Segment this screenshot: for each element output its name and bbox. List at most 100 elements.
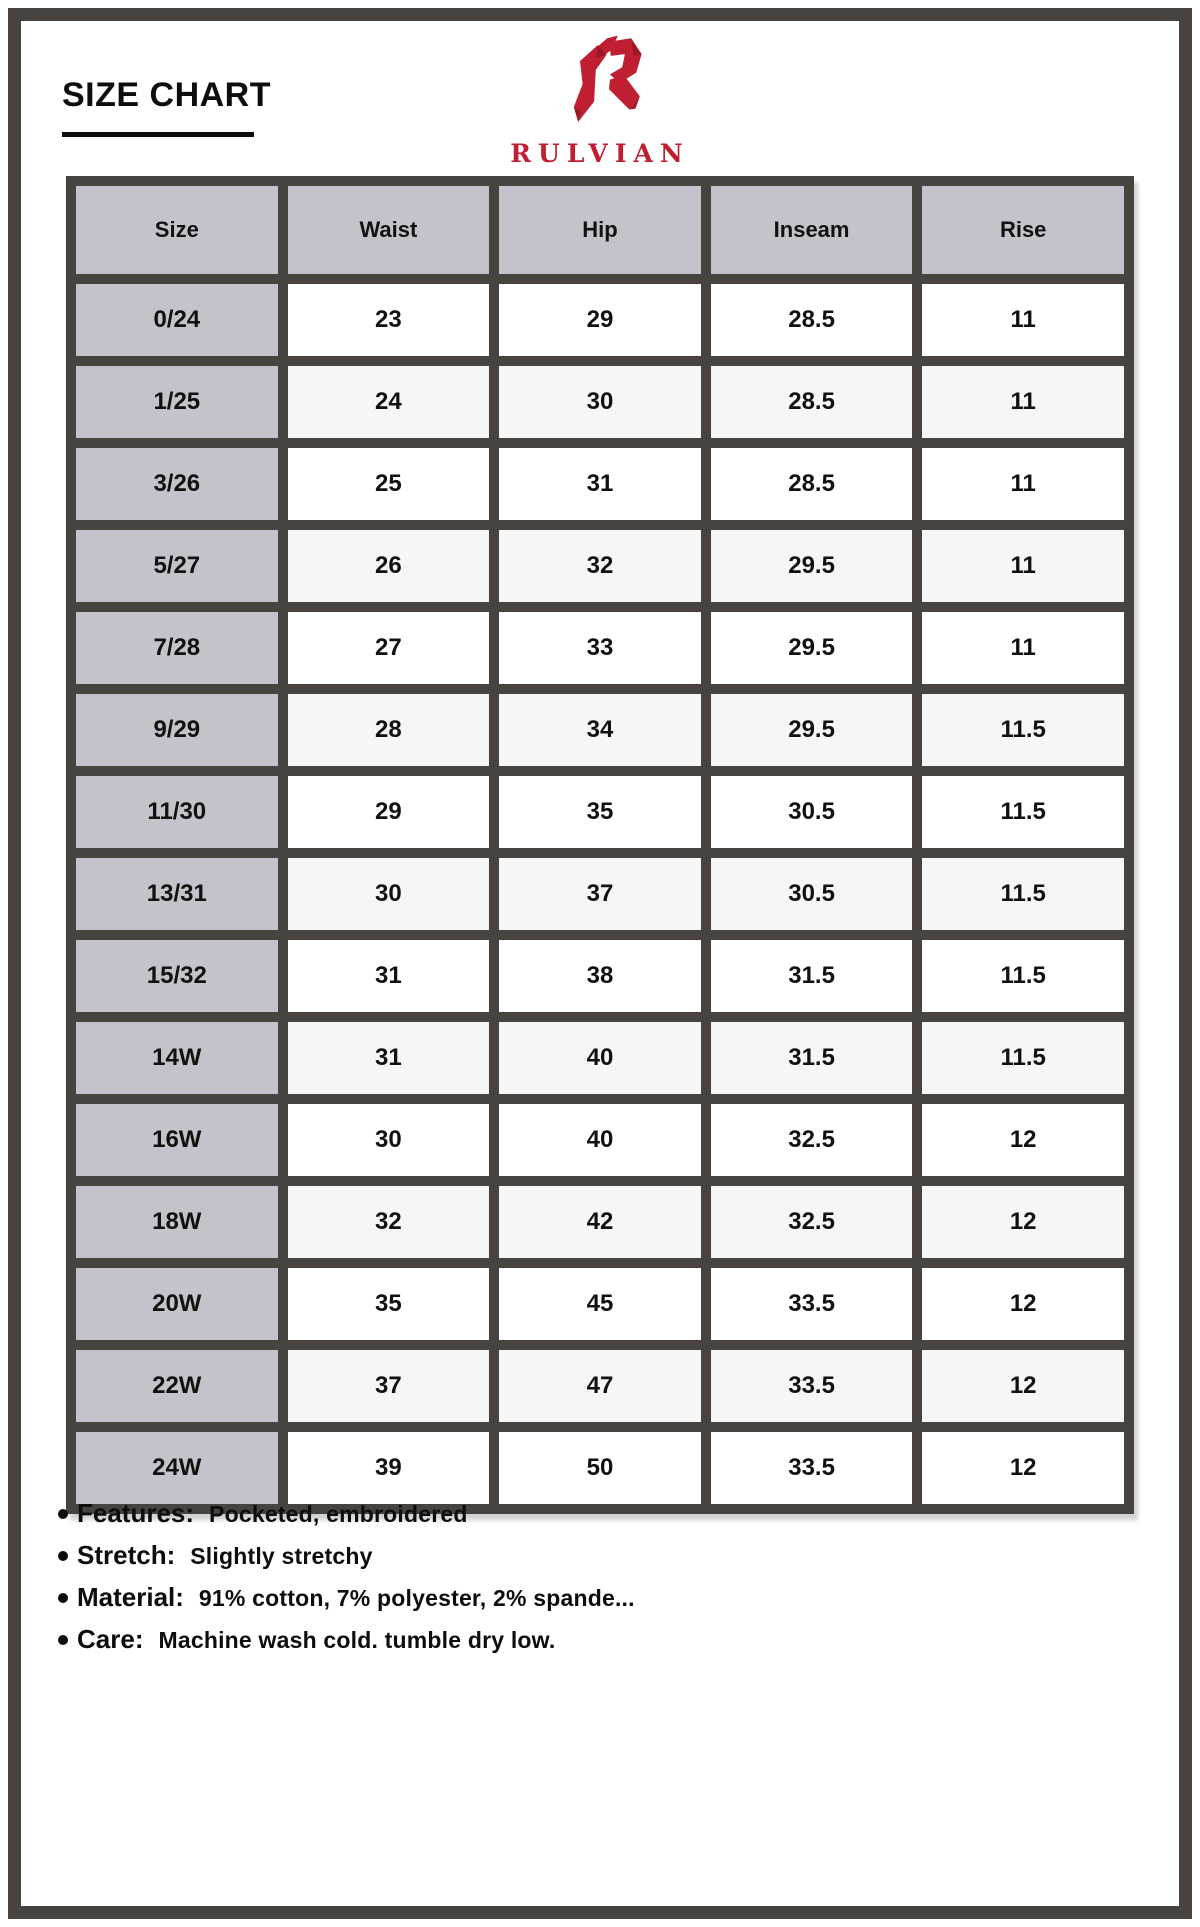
value-cell: 37 xyxy=(287,1350,490,1422)
size-cell: 16W xyxy=(76,1104,278,1176)
value-cell: 29 xyxy=(499,284,701,356)
value-cell: 12 xyxy=(922,1268,1124,1340)
value-cell: 11 xyxy=(922,284,1124,356)
table-row: 7/28 27 33 29.5 11 xyxy=(76,612,1124,684)
title-block: SIZE CHART xyxy=(62,76,271,137)
brand-wordmark: RULVIAN xyxy=(510,139,690,168)
value-cell: 30 xyxy=(287,858,490,930)
size-cell: 22W xyxy=(76,1350,278,1422)
table-row: 11/30 29 35 30.5 11.5 xyxy=(76,776,1124,848)
size-table-wrap: Size Waist Hip Inseam Rise 0/24 23 29 28.5 11 1/2… xyxy=(66,176,1134,1514)
value-cell: 27 xyxy=(287,612,490,684)
size-table: Size Waist Hip Inseam Rise 0/24 23 29 28.5 11 1/2… xyxy=(66,176,1134,1514)
column-header-waist: Waist xyxy=(287,186,490,274)
column-header-rise: Rise xyxy=(922,186,1124,274)
table-row: 3/26 25 31 28.5 11 xyxy=(76,448,1124,520)
value-cell: 39 xyxy=(287,1432,490,1504)
value-cell: 28.5 xyxy=(710,448,913,520)
value-cell: 40 xyxy=(499,1022,701,1094)
value-cell: 38 xyxy=(499,940,701,1012)
size-cell: 0/24 xyxy=(76,284,278,356)
table-row: 24W 39 50 33.5 12 xyxy=(76,1432,1124,1504)
value-cell: 29.5 xyxy=(710,530,913,602)
table-row: 16W 30 40 32.5 12 xyxy=(76,1104,1124,1176)
value-cell: 11 xyxy=(922,366,1124,438)
value-cell: 12 xyxy=(922,1186,1124,1258)
value-cell: 34 xyxy=(499,694,701,766)
detail-label: Material: xyxy=(77,1582,184,1612)
value-cell: 11 xyxy=(922,448,1124,520)
bullet-icon xyxy=(58,1550,68,1561)
value-cell: 31 xyxy=(287,940,490,1012)
column-header-hip: Hip xyxy=(499,186,701,274)
table-row: 9/29 28 34 29.5 11.5 xyxy=(76,694,1124,766)
table-row: 20W 35 45 33.5 12 xyxy=(76,1268,1124,1340)
size-cell: 11/30 xyxy=(76,776,278,848)
value-cell: 35 xyxy=(499,776,701,848)
bullet-icon xyxy=(58,1634,68,1645)
detail-value: Slightly stretchy xyxy=(190,1543,373,1569)
size-cell: 15/32 xyxy=(76,940,278,1012)
size-cell: 14W xyxy=(76,1022,278,1094)
table-row: 1/25 24 30 28.5 11 xyxy=(76,366,1124,438)
column-header-size: Size xyxy=(76,186,278,274)
angular-r-monogram-icon xyxy=(573,35,642,122)
value-cell: 11.5 xyxy=(922,694,1124,766)
detail-value: Machine wash cold. tumble dry low. xyxy=(158,1627,556,1653)
brand-logo: RULVIAN xyxy=(510,32,690,168)
value-cell: 11.5 xyxy=(922,940,1124,1012)
bullet-icon xyxy=(58,1592,68,1603)
value-cell: 33 xyxy=(499,612,701,684)
table-row: 0/24 23 29 28.5 11 xyxy=(76,284,1124,356)
value-cell: 32 xyxy=(499,530,701,602)
table-row: 18W 32 42 32.5 12 xyxy=(76,1186,1124,1258)
value-cell: 24 xyxy=(287,366,490,438)
detail-item-stretch: Stretch: Slightly stretchy xyxy=(58,1540,635,1571)
value-cell: 42 xyxy=(499,1186,701,1258)
detail-value: Pocketed, embroidered xyxy=(209,1501,468,1527)
value-cell: 47 xyxy=(499,1350,701,1422)
table-row: 15/32 31 38 31.5 11.5 xyxy=(76,940,1124,1012)
column-header-inseam: Inseam xyxy=(710,186,913,274)
value-cell: 28 xyxy=(287,694,490,766)
value-cell: 30 xyxy=(499,366,701,438)
size-cell: 18W xyxy=(76,1186,278,1258)
detail-label: Features: xyxy=(77,1498,195,1528)
table-row: 22W 37 47 33.5 12 xyxy=(76,1350,1124,1422)
value-cell: 31 xyxy=(499,448,701,520)
bullet-icon xyxy=(58,1508,68,1519)
size-table-header: Size Waist Hip Inseam Rise xyxy=(76,186,1124,274)
value-cell: 32 xyxy=(287,1186,490,1258)
value-cell: 30.5 xyxy=(710,776,913,848)
value-cell: 37 xyxy=(499,858,701,930)
detail-item-care: Care: Machine wash cold. tumble dry low. xyxy=(58,1624,635,1655)
value-cell: 30 xyxy=(287,1104,490,1176)
value-cell: 28.5 xyxy=(710,284,913,356)
value-cell: 33.5 xyxy=(710,1268,913,1340)
value-cell: 12 xyxy=(922,1350,1124,1422)
value-cell: 29 xyxy=(287,776,490,848)
value-cell: 28.5 xyxy=(710,366,913,438)
detail-item-features: Features: Pocketed, embroidered xyxy=(58,1498,635,1529)
page-title: SIZE CHART xyxy=(62,76,271,114)
size-cell: 9/29 xyxy=(76,694,278,766)
value-cell: 35 xyxy=(287,1268,490,1340)
value-cell: 29.5 xyxy=(710,694,913,766)
value-cell: 32.5 xyxy=(710,1104,913,1176)
table-row: 14W 31 40 31.5 11.5 xyxy=(76,1022,1124,1094)
value-cell: 11 xyxy=(922,612,1124,684)
details-list: Features: Pocketed, embroidered Stretch:… xyxy=(58,1498,635,1666)
table-row: 13/31 30 37 30.5 11.5 xyxy=(76,858,1124,930)
size-cell: 13/31 xyxy=(76,858,278,930)
value-cell: 23 xyxy=(287,284,490,356)
value-cell: 32.5 xyxy=(710,1186,913,1258)
value-cell: 31.5 xyxy=(710,940,913,1012)
value-cell: 33.5 xyxy=(710,1432,913,1504)
value-cell: 30.5 xyxy=(710,858,913,930)
size-cell: 20W xyxy=(76,1268,278,1340)
value-cell: 26 xyxy=(287,530,490,602)
value-cell: 11.5 xyxy=(922,776,1124,848)
size-cell: 5/27 xyxy=(76,530,278,602)
value-cell: 31.5 xyxy=(710,1022,913,1094)
detail-label: Care: xyxy=(77,1624,144,1654)
